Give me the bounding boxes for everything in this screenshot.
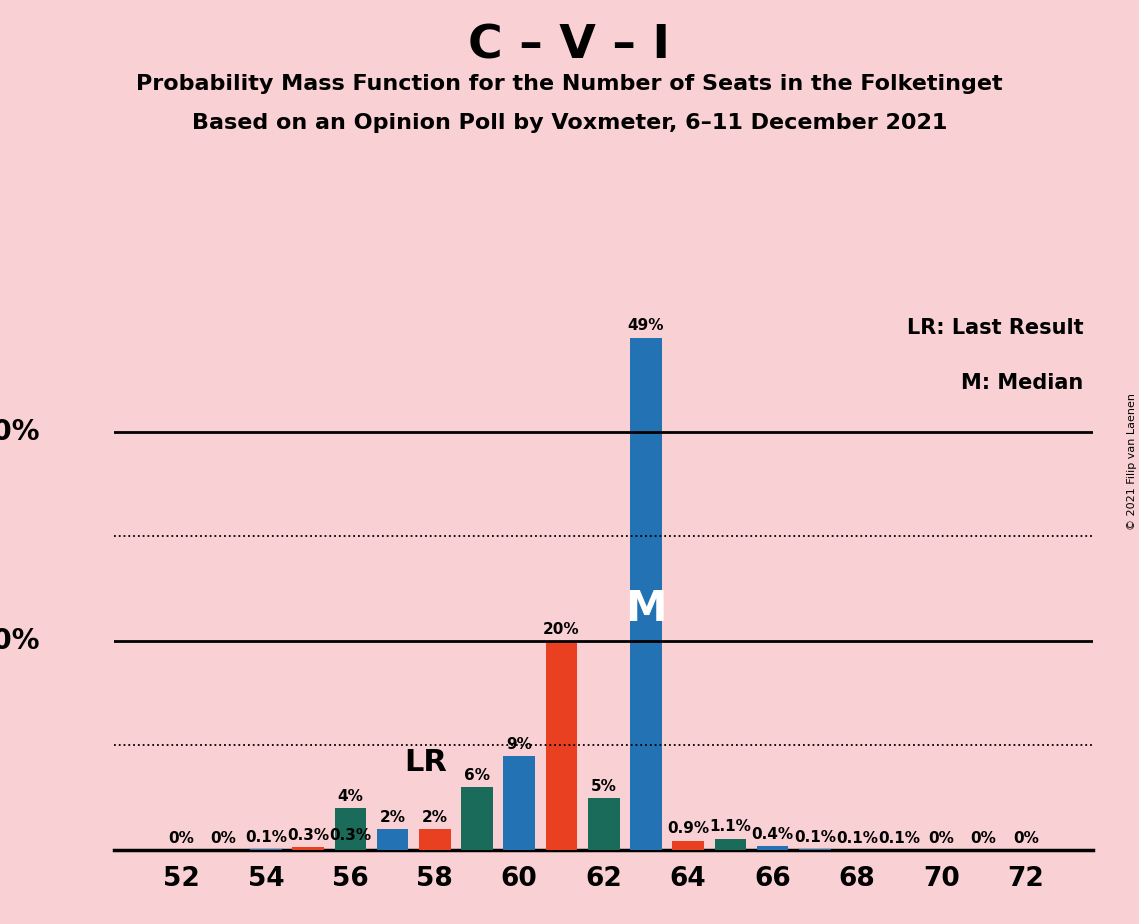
- Text: C – V – I: C – V – I: [468, 23, 671, 68]
- Text: 6%: 6%: [464, 768, 490, 784]
- Text: 1.1%: 1.1%: [710, 820, 752, 834]
- Text: 0%: 0%: [211, 831, 237, 845]
- Text: 0.1%: 0.1%: [836, 831, 878, 845]
- Bar: [335, 847, 366, 850]
- Text: LR: Last Result: LR: Last Result: [907, 318, 1083, 338]
- Text: 49%: 49%: [628, 319, 664, 334]
- Text: 20%: 20%: [0, 626, 41, 655]
- Text: Probability Mass Function for the Number of Seats in the Folketinget: Probability Mass Function for the Number…: [137, 74, 1002, 94]
- Text: LR: LR: [404, 748, 448, 777]
- Text: 0.1%: 0.1%: [878, 831, 920, 845]
- Text: 40%: 40%: [0, 418, 41, 445]
- Text: 0.1%: 0.1%: [794, 830, 836, 845]
- Text: 9%: 9%: [507, 736, 532, 752]
- Bar: [377, 829, 409, 850]
- Bar: [251, 849, 281, 850]
- Text: M: Median: M: Median: [961, 373, 1083, 394]
- Text: 0.4%: 0.4%: [752, 827, 794, 842]
- Text: 0.3%: 0.3%: [329, 828, 371, 843]
- Bar: [798, 849, 830, 850]
- Text: 0%: 0%: [1013, 831, 1039, 845]
- Text: M: M: [625, 589, 666, 630]
- Bar: [546, 641, 577, 850]
- Text: Based on an Opinion Poll by Voxmeter, 6–11 December 2021: Based on an Opinion Poll by Voxmeter, 6–…: [191, 113, 948, 133]
- Bar: [503, 756, 535, 850]
- Bar: [293, 847, 323, 850]
- Text: 20%: 20%: [543, 622, 580, 637]
- Bar: [756, 845, 788, 850]
- Text: 0%: 0%: [169, 831, 195, 845]
- Text: 4%: 4%: [337, 789, 363, 804]
- Text: 2%: 2%: [421, 810, 448, 825]
- Bar: [672, 841, 704, 850]
- Text: 0.9%: 0.9%: [667, 821, 710, 836]
- Text: 2%: 2%: [379, 810, 405, 825]
- Text: 0%: 0%: [928, 831, 954, 845]
- Bar: [630, 337, 662, 850]
- Bar: [714, 839, 746, 850]
- Text: © 2021 Filip van Laenen: © 2021 Filip van Laenen: [1126, 394, 1137, 530]
- Bar: [588, 797, 620, 850]
- Text: 0.1%: 0.1%: [245, 830, 287, 845]
- Text: 0.3%: 0.3%: [287, 828, 329, 843]
- Bar: [335, 808, 366, 850]
- Text: 5%: 5%: [591, 779, 616, 794]
- Text: 0%: 0%: [970, 831, 997, 845]
- Bar: [461, 787, 493, 850]
- Bar: [419, 829, 451, 850]
